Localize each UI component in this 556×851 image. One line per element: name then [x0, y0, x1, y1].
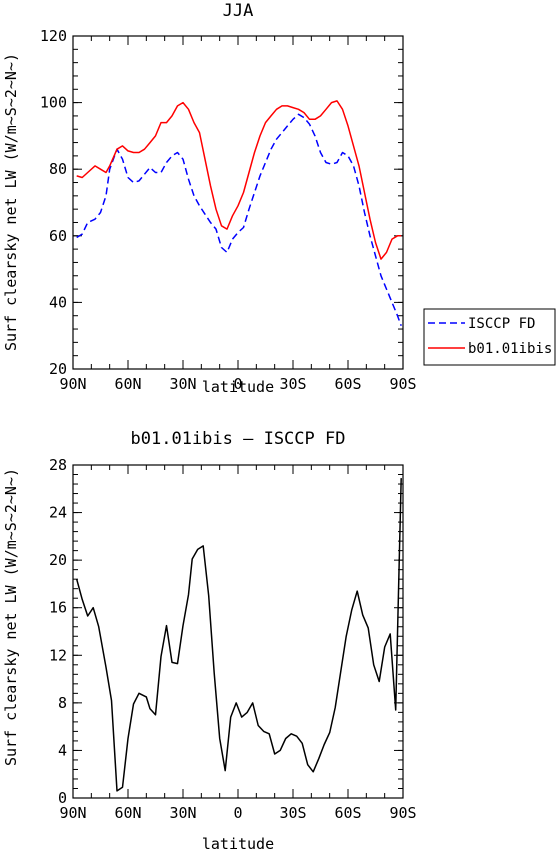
series-line-1-2 — [76, 100, 402, 260]
y-tick-label: 28 — [49, 456, 67, 474]
y-tick-label: 8 — [58, 694, 67, 712]
plot-frame-1 — [72, 35, 404, 370]
y-tick-label: 20 — [49, 360, 67, 378]
chart-title-1: JJA — [223, 1, 254, 21]
y-tick-label: 4 — [58, 741, 67, 759]
tick-group-2: 90N 60N 30N 0 30S 60S 90S 0 4 8 12 16 20 24 28 — [49, 456, 417, 822]
y-axis-label-1: Surf clearsky net LW (W/m~S~2~N~) — [2, 53, 20, 351]
tick-group-1: 90N 60N 30N 0 30S 60S 90S 20 40 60 80 100 120 — [40, 27, 417, 393]
y-tick-label: 24 — [49, 504, 67, 522]
series-group-1 — [76, 100, 402, 326]
legend-box — [423, 308, 556, 366]
panel-1: JJA Surf clearsky net LW (W/m~S~2~N~) la… — [2, 1, 556, 396]
series-line-2-1 — [75, 478, 402, 792]
y-axis-label-2: Surf clearsky net LW (W/m~S~2~N~) — [2, 468, 20, 766]
panel-2: b01.01ibis – ISCCP FD Surf clearsky net … — [2, 429, 417, 851]
y-tick-label: 80 — [49, 160, 67, 178]
x-tick-label: 30N — [169, 375, 196, 393]
x-tick-label: 90S — [389, 804, 416, 822]
series-line-1-1 — [76, 113, 402, 326]
x-tick-label: 0 — [233, 804, 242, 822]
x-tick-label: 30N — [169, 804, 196, 822]
y-tick-label: 20 — [49, 551, 67, 569]
x-tick-label: 60S — [334, 804, 361, 822]
legend-label-b01-01ibis: b01.01ibis — [468, 341, 552, 357]
x-axis-label-2: latitude — [202, 835, 274, 851]
y-tick-label: 0 — [58, 789, 67, 807]
legend-label-isccp-fd: ISCCP FD — [468, 316, 535, 332]
y-tick-label: 60 — [49, 227, 67, 245]
plot-frame-2 — [72, 464, 404, 799]
x-tick-label: 90N — [59, 375, 86, 393]
y-tick-label: 100 — [40, 94, 67, 112]
y-tick-label: 16 — [49, 599, 67, 617]
x-tick-label: 60N — [114, 804, 141, 822]
x-tick-label: 0 — [233, 375, 242, 393]
x-tick-label: 60N — [114, 375, 141, 393]
y-tick-label: 12 — [49, 646, 67, 664]
y-tick-label: 120 — [40, 27, 67, 45]
x-axis-label-1: latitude — [202, 378, 274, 396]
x-tick-label: 30S — [279, 375, 306, 393]
chart-title-2: b01.01ibis – ISCCP FD — [131, 429, 346, 449]
x-tick-label: 90N — [59, 804, 86, 822]
legend: ISCCP FD b01.01ibis — [423, 308, 556, 366]
x-tick-label: 60S — [334, 375, 361, 393]
series-group-2 — [75, 478, 402, 792]
x-tick-label: 90S — [389, 375, 416, 393]
x-tick-label: 30S — [279, 804, 306, 822]
y-tick-label: 40 — [49, 293, 67, 311]
